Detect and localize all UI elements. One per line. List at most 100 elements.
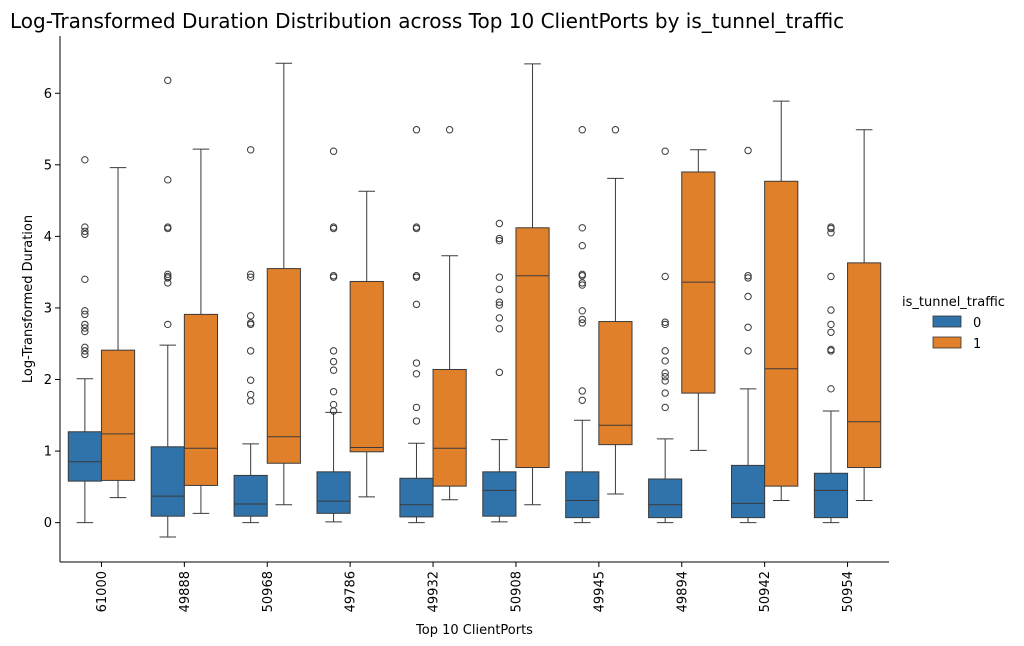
outlier-point — [578, 279, 586, 287]
outlier-point — [495, 273, 504, 281]
outlier-point — [246, 397, 255, 405]
outlier-point — [578, 396, 586, 404]
outlier-point — [744, 272, 752, 280]
outlier-point — [495, 301, 504, 309]
outlier-point — [827, 385, 835, 393]
outlier-point — [744, 347, 752, 355]
outlier-point — [611, 126, 620, 134]
y-tick-label: 5 — [44, 158, 52, 173]
boxes-layer — [67, 62, 882, 538]
outlier-point — [329, 387, 338, 396]
legend-swatch-1 — [932, 336, 962, 349]
outlier-point — [827, 320, 835, 329]
legend-label-0: 0 — [973, 316, 981, 331]
outlier-point — [495, 234, 504, 243]
box-50968-series-1 — [266, 62, 301, 506]
outlier-point — [445, 126, 454, 134]
box-body — [100, 349, 136, 481]
y-tick-label: 0 — [44, 516, 52, 531]
outlier-point — [164, 223, 172, 231]
box-body — [316, 471, 351, 514]
outlier-point — [578, 307, 586, 315]
outlier-point — [164, 76, 172, 85]
y-tick-label: 3 — [44, 301, 52, 316]
outlier-point — [661, 320, 669, 329]
x-tick-label: 49945 — [592, 571, 607, 612]
outlier-point — [81, 227, 89, 236]
outlier-point — [81, 320, 89, 329]
outlier-point — [495, 298, 504, 306]
box-body — [349, 280, 384, 453]
outlier-point — [329, 366, 338, 374]
box-body — [150, 446, 185, 517]
outlier-point — [412, 272, 421, 280]
outlier-point — [412, 300, 421, 309]
box-body — [730, 464, 766, 519]
outlier-point — [578, 241, 586, 250]
outlier-point — [661, 372, 669, 381]
outlier-point — [81, 223, 89, 231]
outlier-point — [827, 229, 835, 237]
box-50908-series-1 — [515, 63, 550, 506]
outlier-point — [578, 126, 586, 134]
legend-title: is_tunnel_traffic — [902, 295, 1005, 310]
outlier-point — [744, 274, 752, 282]
box-body — [847, 262, 882, 469]
outlier-point — [81, 324, 89, 332]
outlier-point — [661, 147, 669, 155]
legend-swatch-0 — [932, 315, 962, 328]
outlier-point — [412, 417, 421, 425]
outlier-point — [495, 285, 504, 294]
box-49786-series-1 — [349, 190, 384, 498]
box-body — [482, 471, 517, 517]
x-tick-label: 50954 — [841, 571, 856, 612]
box-49888-series-1 — [183, 148, 219, 514]
outlier-point — [661, 377, 669, 385]
x-tick-label: 61000 — [95, 571, 110, 612]
box-50908-series-0 — [482, 219, 517, 523]
outlier-point — [578, 387, 586, 395]
outlier-point — [661, 347, 669, 355]
box-50942-series-0 — [730, 146, 766, 524]
x-ticks: 61000 49888 50968 49786 49932 50908 49945 49894… — [95, 562, 856, 612]
outlier-point — [578, 319, 586, 327]
outlier-point — [246, 390, 255, 399]
box-body — [648, 478, 683, 519]
outlier-point — [661, 403, 669, 412]
box-50968-series-0 — [233, 146, 268, 524]
legend-label-1: 1 — [973, 337, 981, 352]
box-49945-series-0 — [565, 126, 600, 524]
outlier-point — [412, 126, 421, 134]
box-body — [266, 268, 301, 464]
outlier-point — [81, 156, 89, 164]
x-tick-label: 49932 — [427, 571, 442, 612]
outlier-point — [412, 359, 421, 367]
outlier-point — [246, 347, 255, 355]
outlier-point — [246, 270, 255, 279]
outlier-point — [495, 324, 504, 333]
y-ticks: 0 1 2 3 4 5 6 — [44, 87, 60, 531]
outlier-point — [827, 223, 835, 231]
chart-title: Log-Transformed Duration Distribution ac… — [10, 9, 844, 33]
y-tick-label: 2 — [44, 373, 52, 388]
outlier-point — [661, 272, 669, 281]
axes — [59, 36, 889, 563]
box-body — [399, 477, 434, 518]
box-49945-series-1 — [598, 126, 633, 495]
y-tick-label: 4 — [44, 230, 52, 245]
outlier-point — [744, 146, 752, 155]
outlier-point — [495, 236, 504, 245]
legend: is_tunnel_traffic 0 1 — [902, 295, 1005, 352]
x-axis-label: Top 10 ClientPorts — [415, 623, 533, 638]
outlier-point — [329, 147, 338, 155]
outlier-point — [246, 376, 255, 384]
box-body — [67, 431, 102, 482]
outlier-point — [495, 219, 504, 228]
outlier-point — [246, 273, 255, 281]
box-body — [515, 227, 550, 469]
outlier-point — [329, 223, 338, 231]
outlier-point — [246, 312, 255, 320]
x-tick-label: 50942 — [758, 571, 773, 612]
outlier-point — [661, 357, 669, 365]
